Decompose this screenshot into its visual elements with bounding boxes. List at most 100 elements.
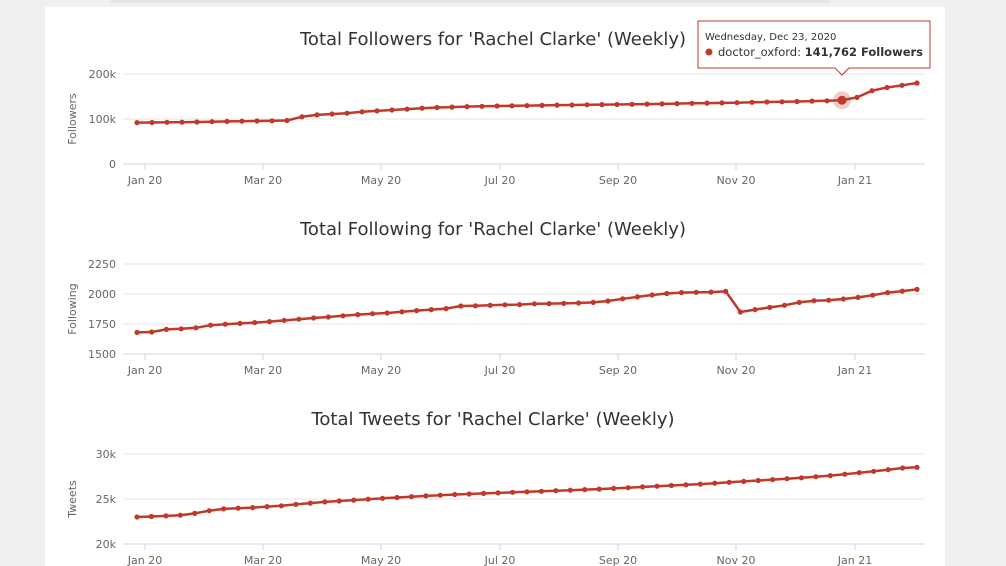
followers-y-tick-label: 0: [109, 158, 116, 171]
following-y-tick-label: 2000: [88, 288, 116, 301]
tweets-data-point: [524, 489, 530, 495]
following-data-point: [885, 290, 891, 296]
tweets-data-point: [495, 490, 501, 496]
following-data-point: [693, 289, 699, 295]
followers-series-line: [136, 81, 918, 124]
following-data-point: [163, 326, 169, 332]
following-x-tick-label: Jul 20: [484, 364, 516, 377]
tweets-data-point: [885, 467, 891, 473]
followers-data-point: [464, 104, 470, 110]
tweets-data-point: [538, 488, 545, 494]
tooltip-value: 141,762 Followers: [805, 45, 924, 59]
followers-y-tick-label: 100k: [89, 113, 117, 126]
followers-data-point: [179, 119, 185, 125]
followers-data-point: [884, 84, 890, 91]
followers-data-point: [719, 100, 725, 106]
tweets-data-point: [842, 471, 848, 477]
followers-y-axis: 0 100k 200k: [89, 68, 925, 171]
followers-chart-title: Total Followers for 'Rachel Clarke' (Wee…: [299, 29, 686, 50]
followers-y-tick-label: 200k: [89, 68, 117, 81]
followers-data-point: [629, 101, 635, 107]
following-data-point: [355, 312, 361, 318]
followers-data-point: [869, 88, 875, 94]
followers-data-point: [344, 110, 350, 116]
followers-data-point: [794, 98, 800, 105]
followers-data-point: [314, 112, 320, 118]
followers-data-point: [269, 118, 275, 124]
tweets-data-point: [278, 503, 284, 509]
following-x-tick-label: Sep 20: [599, 364, 637, 377]
followers-data-point: [449, 104, 455, 110]
followers-x-tick-label: Jan 21: [837, 174, 872, 187]
followers-data-point: [854, 94, 860, 100]
followers-data-point: [434, 104, 440, 111]
tweets-data-point: [235, 505, 241, 511]
tweets-data-point: [336, 498, 342, 504]
followers-data-points: [134, 80, 920, 126]
tweets-data-point: [293, 501, 299, 507]
tweets-x-tick-label: Sep 20: [599, 554, 637, 566]
following-data-point: [590, 299, 596, 305]
tweets-data-point: [755, 477, 761, 484]
tweets-data-point: [509, 489, 516, 495]
following-data-point: [605, 298, 611, 304]
followers-data-point: [899, 82, 905, 88]
tooltip-colon: :: [797, 45, 805, 59]
following-data-points: [134, 286, 920, 335]
following-data-point: [384, 310, 390, 316]
tweets-y-tick-label: 20k: [96, 538, 117, 551]
followers-data-point: [614, 101, 620, 108]
followers-data-point: [224, 118, 230, 124]
followers-data-point: [689, 100, 695, 106]
tweets-data-point: [827, 473, 833, 479]
tweets-data-point: [163, 513, 169, 519]
followers-data-point: [824, 98, 830, 104]
following-data-point: [899, 288, 905, 294]
followers-data-point: [644, 101, 650, 107]
following-data-point: [708, 289, 714, 295]
following-data-point: [487, 302, 493, 308]
followers-hovered-point: [837, 95, 847, 105]
following-x-tick-label: Jan 20: [127, 364, 162, 377]
followers-data-point: [404, 106, 410, 112]
followers-y-axis-label: Followers: [66, 93, 79, 145]
following-data-point: [634, 294, 641, 300]
tweets-x-tick-label: Jul 20: [484, 554, 516, 566]
tweets-data-point: [148, 513, 154, 520]
tweets-data-point: [813, 474, 819, 480]
followers-data-point: [584, 102, 590, 108]
following-data-point: [855, 294, 861, 300]
tooltip-value-line: doctor_oxford: 141,762 Followers: [718, 45, 923, 59]
following-data-point: [664, 290, 670, 297]
followers-data-point: [659, 101, 665, 107]
tweets-data-point: [437, 492, 443, 498]
tweets-data-point: [871, 468, 877, 474]
tweets-data-point: [264, 504, 270, 510]
following-data-point: [208, 322, 214, 328]
tweets-data-point: [192, 510, 198, 516]
following-data-point: [414, 308, 420, 314]
following-data-point: [281, 317, 287, 323]
following-data-point: [870, 292, 876, 298]
followers-data-point: [569, 102, 575, 108]
followers-data-point: [209, 119, 215, 125]
followers-data-point: [524, 103, 530, 109]
tweets-data-point: [697, 481, 703, 487]
followers-data-point: [539, 102, 545, 108]
tooltip-hover-halo: [833, 91, 851, 110]
followers-data-point: [509, 103, 515, 109]
following-data-point: [546, 301, 552, 307]
tweets-data-point: [206, 508, 212, 514]
tweets-data-point: [770, 477, 776, 483]
following-x-tick-label: May 20: [361, 364, 401, 377]
followers-data-point: [704, 100, 710, 106]
followers-x-tick-label: Mar 20: [244, 174, 282, 187]
following-data-point: [767, 304, 773, 310]
tweets-data-point: [408, 494, 414, 500]
tooltip-date: Wednesday, Dec 23, 2020: [705, 32, 836, 43]
tweets-chart: Total Tweets for 'Rachel Clarke' (Weekly…: [66, 409, 925, 566]
tweets-data-point: [423, 493, 429, 499]
followers-x-tick-label: Jan 20: [127, 174, 162, 187]
tooltip: Wednesday, Dec 23, 2020 doctor_oxford: 1…: [697, 20, 931, 110]
